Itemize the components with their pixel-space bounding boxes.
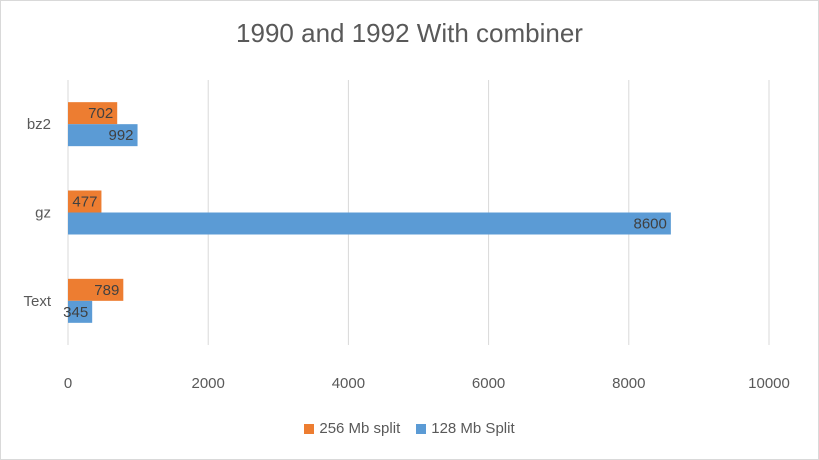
bar bbox=[68, 300, 93, 323]
y-tick-label: gz bbox=[35, 205, 51, 222]
legend: 256 Mb split 128 Mb Split bbox=[0, 420, 819, 437]
data-label: 992 bbox=[109, 127, 134, 144]
legend-swatch-128mb bbox=[416, 423, 427, 434]
y-tick-label: bz2 bbox=[27, 116, 51, 133]
x-tick-label: 6000 bbox=[472, 375, 505, 392]
y-tick-label: Text bbox=[23, 293, 51, 310]
x-tick-label: 2000 bbox=[192, 375, 225, 392]
x-tick-label: 8000 bbox=[612, 375, 645, 392]
legend-label-128mb: 128 Mb Split bbox=[431, 420, 515, 437]
plot-area: 0 2000 4000 6000 8000 10000 bz2 702 992 gz 477 8600… bbox=[23, 80, 790, 392]
legend-item-128mb: 128 Mb Split bbox=[416, 420, 515, 437]
bar bbox=[68, 124, 138, 147]
x-tick-label: 0 bbox=[64, 375, 72, 392]
legend-label-256mb: 256 Mb split bbox=[319, 420, 401, 437]
bar bbox=[68, 190, 102, 213]
bar bbox=[68, 278, 124, 301]
data-label: 789 bbox=[94, 282, 119, 299]
x-tick-label: 4000 bbox=[332, 375, 365, 392]
legend-item-256mb: 256 Mb split bbox=[304, 420, 400, 437]
data-label: 702 bbox=[88, 105, 113, 122]
bar bbox=[68, 102, 118, 125]
data-label: 477 bbox=[72, 194, 97, 211]
data-label: 8600 bbox=[633, 216, 666, 233]
x-tick-label: 10000 bbox=[748, 375, 790, 392]
chart-title: 1990 and 1992 With combiner bbox=[236, 18, 583, 48]
bar bbox=[68, 212, 671, 235]
legend-swatch-256mb bbox=[304, 423, 315, 434]
data-label: 345 bbox=[63, 304, 88, 321]
